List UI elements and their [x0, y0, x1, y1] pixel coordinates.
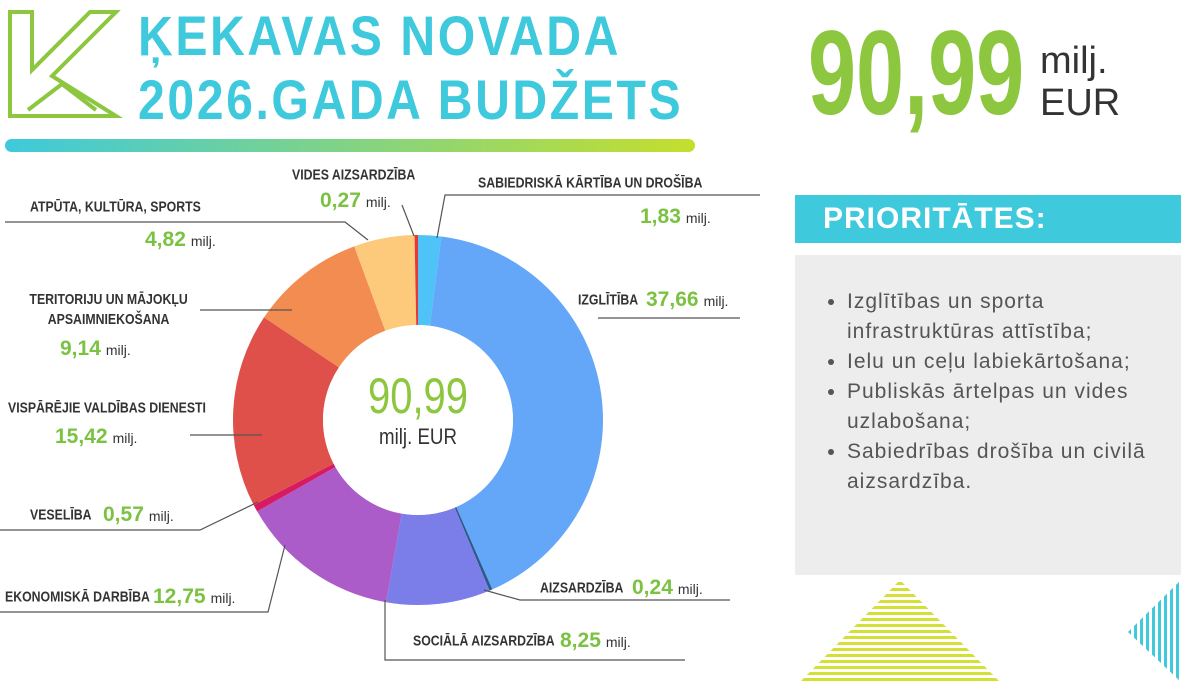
donut-slice: [386, 507, 490, 606]
category-label: VESELĪBA: [30, 506, 92, 524]
unit: milj.: [703, 293, 729, 309]
donut-slice: [429, 236, 603, 590]
leader-line: [5, 221, 369, 241]
category-label: SOCIĀLĀ AIZSARDZĪBA: [413, 632, 555, 650]
value: 0,27: [320, 189, 361, 212]
total-value: 90,99: [808, 6, 1025, 140]
unit: milj.: [105, 342, 131, 358]
unit: milj.: [210, 590, 236, 606]
value: 1,83: [640, 205, 681, 228]
leader-line: [384, 600, 685, 661]
decor-triangle: [1128, 580, 1181, 682]
donut-slice: [418, 235, 442, 326]
value-label: 0,24 milj.: [632, 576, 703, 600]
unit: milj.: [190, 233, 216, 249]
decor-triangle: [800, 580, 1000, 682]
priority-item: Publiskās ārtelpas un vides uzlabošana;: [847, 377, 1181, 437]
donut-slice: [414, 234, 418, 326]
value-label: 0,27 milj.: [320, 189, 391, 213]
donut-slice: [264, 246, 386, 368]
leader-line: [0, 544, 286, 613]
leader-line: [436, 194, 760, 239]
title-line: 2026.GADA BUDŽETS: [138, 68, 684, 131]
donut-center: 90,99 milj. EUR: [318, 368, 518, 450]
value: 9,14: [60, 337, 101, 360]
title-bar: [5, 139, 695, 152]
donut-slice: [354, 235, 417, 331]
leader-line: [401, 204, 415, 237]
value: 0,57: [103, 503, 144, 526]
unit: milj.: [148, 508, 174, 524]
logo: [8, 10, 123, 118]
donut-slice: [232, 317, 339, 506]
unit: milj.: [605, 634, 631, 650]
value-label: 15,42 milj.: [55, 425, 137, 449]
title-line: ĶEKAVAS NOVADA: [138, 4, 621, 67]
value: 0,24: [632, 576, 673, 599]
category-label: IZGLĪTĪBA: [578, 291, 639, 309]
value: 15,42: [55, 425, 108, 448]
value-label: 0,57 milj.: [103, 503, 174, 527]
unit: milj.: [677, 581, 703, 597]
donut-hole: [323, 325, 513, 515]
category-label: SABIEDRISKĀ KĀRTĪBA UN DROŠĪBA: [478, 174, 703, 192]
donut-slice: [253, 463, 336, 512]
unit: milj.: [1040, 40, 1108, 82]
category-label: ATPŪTA, KULTŪRA, SPORTS: [30, 198, 201, 216]
value-label: 8,25 milj.: [560, 629, 631, 653]
value-label: 9,14 milj.: [60, 337, 131, 361]
value: 37,66: [646, 288, 699, 311]
priority-item: Ielu un ceļu labiekārtošana;: [847, 347, 1181, 377]
value-label: 4,82 milj.: [145, 228, 216, 252]
priorities-box: Izglītības un sporta infrastruktūras att…: [795, 255, 1181, 575]
category-label: VISPĀRĒJIE VALDĪBAS DIENESTI: [8, 399, 206, 417]
value: 4,82: [145, 228, 186, 251]
leader-line: [483, 589, 730, 601]
unit: milj.: [365, 194, 391, 210]
category-label: TERITORIJU UN MĀJOKĻU APSAIMNIEKOŠANA: [29, 291, 188, 328]
unit: milj.: [685, 210, 711, 226]
currency: EUR: [1040, 82, 1121, 124]
leader-line: [0, 501, 259, 531]
title: ĶEKAVAS NOVADA 2026.GADA BUDŽETS: [138, 4, 683, 132]
donut-slice: [257, 466, 402, 603]
priority-item: Sabiedrības drošība un civilā aizsardzīb…: [847, 437, 1181, 497]
center-value: 90,99: [367, 368, 469, 424]
value: 12,75: [153, 585, 206, 608]
total-unit: milj. EUR: [1040, 40, 1120, 124]
unit: milj.: [112, 430, 138, 446]
value: 8,25: [560, 629, 601, 652]
value-label: 37,66 milj.: [646, 288, 728, 312]
value-label: 1,83 milj.: [640, 205, 711, 229]
category-label: VIDES AIZSARDZĪBA: [292, 166, 416, 184]
category-label: EKONOMISKĀ DARBĪBA: [5, 588, 150, 606]
priority-item: Izglītības un sporta infrastruktūras att…: [847, 287, 1181, 347]
priorities-title: PRIORITĀTES:: [795, 195, 1181, 243]
category-label: AIZSARDZĪBA: [540, 579, 624, 597]
value-label: 12,75 milj.: [153, 585, 235, 609]
center-unit: milj. EUR: [379, 424, 457, 449]
donut-slice: [454, 506, 493, 591]
priorities-list: Izglītības un sporta infrastruktūras att…: [795, 287, 1181, 497]
